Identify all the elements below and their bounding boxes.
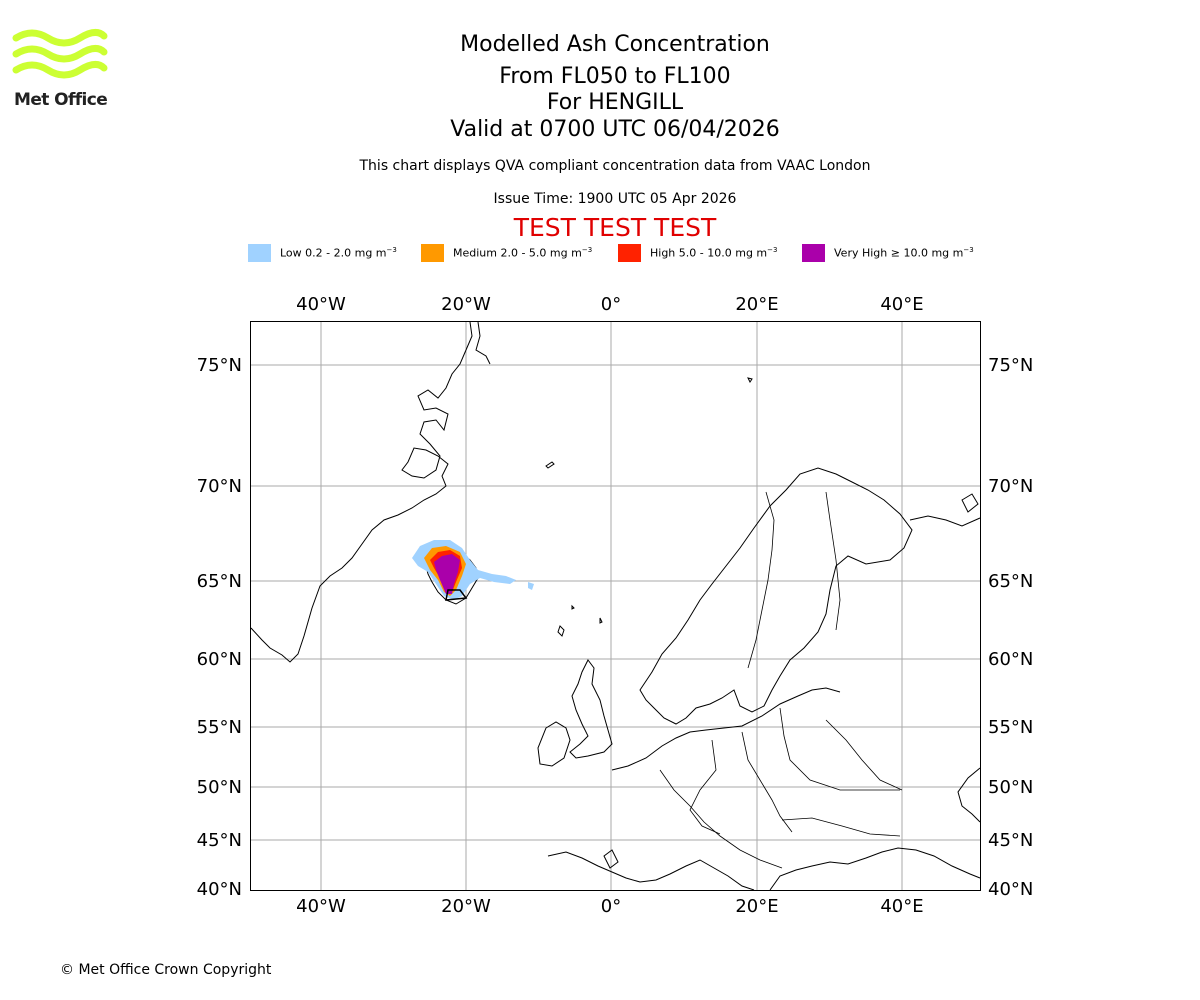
lat-label: 65°N: [988, 571, 1033, 592]
legend-label-high: High 5.0 - 10.0 mg m: [650, 246, 768, 260]
lon-label: 20°W: [441, 294, 491, 315]
lon-label: 40°E: [880, 896, 923, 917]
country-borders: [659, 491, 903, 869]
lat-label: 65°N: [197, 571, 242, 592]
test-banner: TEST TEST TEST: [513, 213, 717, 242]
lat-label: 45°N: [197, 830, 242, 851]
coastlines: [250, 321, 981, 891]
lat-label: 60°N: [988, 649, 1033, 670]
ash-contours: [412, 540, 534, 601]
legend-unit-exp-very-high: −3: [963, 246, 974, 254]
legend-swatch-high: [618, 244, 641, 262]
lon-label: 20°W: [441, 896, 491, 917]
legend-unit-exp-high: −3: [767, 246, 778, 254]
legend-swatch-medium: [421, 244, 444, 262]
legend-label-low: Low 0.2 - 2.0 mg m: [280, 246, 387, 260]
lon-label: 20°E: [735, 896, 778, 917]
lat-label: 60°N: [197, 649, 242, 670]
lon-label: 40°E: [880, 294, 923, 315]
legend-label-medium: Medium 2.0 - 5.0 mg m: [453, 246, 582, 260]
met-office-logo-icon: [12, 29, 108, 79]
met-office-logo-text: Met Office: [14, 90, 108, 110]
lat-label: 45°N: [988, 830, 1033, 851]
legend-unit-exp-low: −3: [386, 246, 397, 254]
lat-label: 50°N: [988, 777, 1033, 798]
eruption-marker: [445, 589, 468, 601]
map-frame: [250, 321, 981, 891]
ash-patch-low: [528, 582, 534, 590]
lat-label: 75°N: [197, 355, 242, 376]
lat-label: 50°N: [197, 777, 242, 798]
flight-level-range: From FL050 to FL100: [499, 64, 731, 89]
valid-time: Valid at 0700 UTC 06/04/2026: [450, 117, 780, 142]
lat-label: 40°N: [197, 879, 242, 900]
chart-description: This chart displays QVA compliant concen…: [359, 158, 871, 174]
lon-labels-bottom: 40°W 20°W 0° 20°E 40°E: [296, 896, 923, 917]
ash-area-very-high: [434, 554, 460, 594]
map-gridlines: [251, 322, 980, 890]
legend-unit-exp-medium: −3: [581, 246, 593, 254]
legend-label-very-high: Very High ≥ 10.0 mg m: [834, 246, 964, 260]
lat-label: 40°N: [988, 879, 1033, 900]
lat-label: 55°N: [988, 717, 1033, 738]
lat-label: 75°N: [988, 355, 1033, 376]
lon-labels-top: 40°W 20°W 0° 20°E 40°E: [296, 294, 923, 315]
issue-time: Issue Time: 1900 UTC 05 Apr 2026: [493, 191, 737, 207]
lon-label: 0°: [601, 294, 621, 315]
lat-label: 55°N: [197, 717, 242, 738]
lon-label: 0°: [601, 896, 621, 917]
lat-labels-left: 75°N 70°N 65°N 60°N 55°N 50°N 45°N 40°N: [197, 355, 242, 900]
lon-label: 40°W: [296, 896, 346, 917]
lat-label: 70°N: [197, 476, 242, 497]
lon-label: 40°W: [296, 294, 346, 315]
chart-title: Modelled Ash Concentration: [460, 32, 770, 57]
lon-label: 20°E: [735, 294, 778, 315]
lat-labels-right: 75°N 70°N 65°N 60°N 55°N 50°N 45°N 40°N: [988, 355, 1033, 900]
legend-swatch-very-high: [802, 244, 825, 262]
copyright-notice: © Met Office Crown Copyright: [60, 962, 272, 978]
legend-swatch-low: [248, 244, 271, 262]
volcano-name: For HENGILL: [546, 90, 684, 115]
lat-label: 70°N: [988, 476, 1033, 497]
